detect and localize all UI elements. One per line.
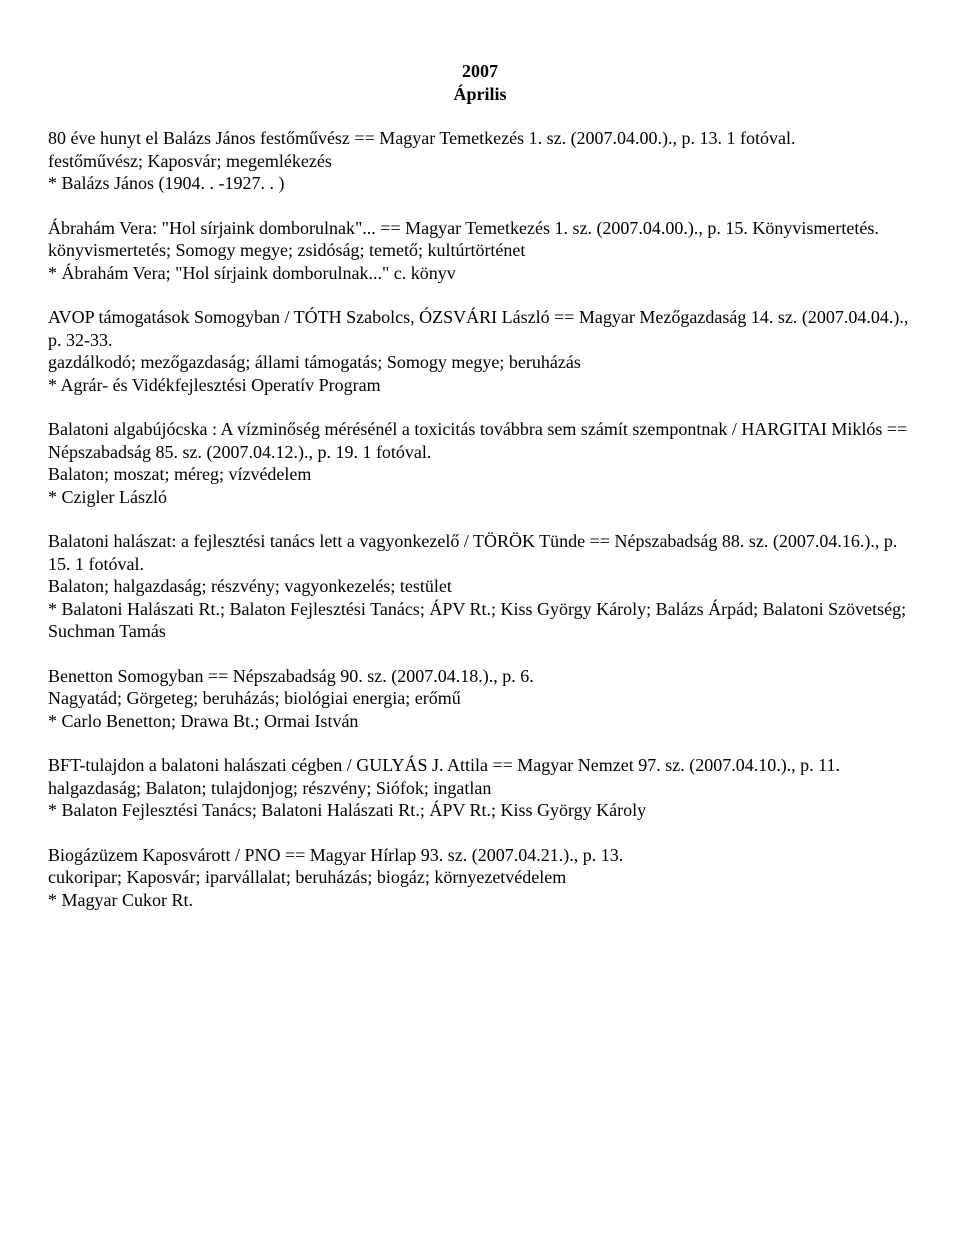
bibliography-entry: Ábrahám Vera: "Hol sírjaink domborulnak"…	[48, 217, 912, 285]
entry-line: * Agrár- és Vidékfejlesztési Operatív Pr…	[48, 374, 912, 397]
entry-line: * Czigler László	[48, 486, 912, 509]
bibliography-entry: BFT-tulajdon a balatoni halászati cégben…	[48, 754, 912, 822]
entry-line: BFT-tulajdon a balatoni halászati cégben…	[48, 754, 912, 777]
entry-line: Balaton; halgazdaság; részvény; vagyonke…	[48, 575, 912, 598]
bibliography-entry: Benetton Somogyban == Népszabadság 90. s…	[48, 665, 912, 733]
entry-line: Nagyatád; Görgeteg; beruházás; biológiai…	[48, 687, 912, 710]
entry-line: * Magyar Cukor Rt.	[48, 889, 912, 912]
entries-container: 80 éve hunyt el Balázs János festőművész…	[48, 127, 912, 911]
page-header: 2007 Április	[48, 60, 912, 105]
entry-line: * Balázs János (1904. . -1927. . )	[48, 172, 912, 195]
entry-line: Biogázüzem Kaposvárott / PNO == Magyar H…	[48, 844, 912, 867]
entry-line: Népszabadság 85. sz. (2007.04.12.)., p. …	[48, 441, 912, 464]
header-month: Április	[48, 83, 912, 106]
entry-line: * Balatoni Halászati Rt.; Balaton Fejles…	[48, 598, 912, 643]
entry-line: cukoripar; Kaposvár; iparvállalat; beruh…	[48, 866, 912, 889]
bibliography-entry: Biogázüzem Kaposvárott / PNO == Magyar H…	[48, 844, 912, 912]
bibliography-entry: Balatoni halászat: a fejlesztési tanács …	[48, 530, 912, 643]
entry-line: AVOP támogatások Somogyban / TÓTH Szabol…	[48, 306, 912, 351]
entry-line: könyvismertetés; Somogy megye; zsidóság;…	[48, 239, 912, 262]
bibliography-entry: AVOP támogatások Somogyban / TÓTH Szabol…	[48, 306, 912, 396]
entry-line: gazdálkodó; mezőgazdaság; állami támogat…	[48, 351, 912, 374]
entry-line: Benetton Somogyban == Népszabadság 90. s…	[48, 665, 912, 688]
entry-line: * Ábrahám Vera; "Hol sírjaink domborulna…	[48, 262, 912, 285]
entry-line: 80 éve hunyt el Balázs János festőművész…	[48, 127, 912, 150]
entry-line: * Balaton Fejlesztési Tanács; Balatoni H…	[48, 799, 912, 822]
entry-line: Balaton; moszat; méreg; vízvédelem	[48, 463, 912, 486]
entry-line: festőművész; Kaposvár; megemlékezés	[48, 150, 912, 173]
entry-line: Ábrahám Vera: "Hol sírjaink domborulnak"…	[48, 217, 912, 240]
entry-line: * Carlo Benetton; Drawa Bt.; Ormai Istvá…	[48, 710, 912, 733]
header-year: 2007	[48, 60, 912, 83]
entry-line: halgazdaság; Balaton; tulajdonjog; részv…	[48, 777, 912, 800]
entry-line: Balatoni halászat: a fejlesztési tanács …	[48, 530, 912, 575]
bibliography-entry: Balatoni algabújócska : A vízminőség mér…	[48, 418, 912, 508]
bibliography-entry: 80 éve hunyt el Balázs János festőművész…	[48, 127, 912, 195]
entry-line: Balatoni algabújócska : A vízminőség mér…	[48, 418, 912, 441]
